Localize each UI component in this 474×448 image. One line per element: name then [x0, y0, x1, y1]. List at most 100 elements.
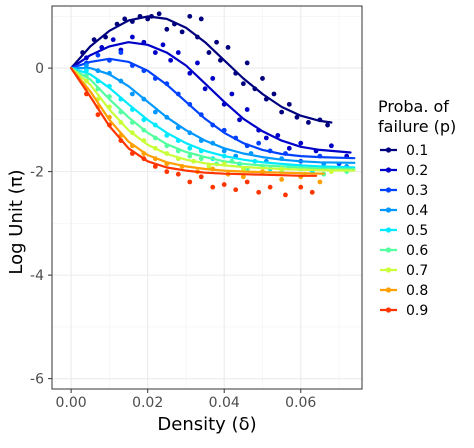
data-point — [214, 39, 219, 45]
data-point — [129, 34, 135, 40]
legend-label: 0.5 — [406, 223, 428, 239]
series-0.1 — [70, 11, 333, 128]
data-point — [187, 153, 193, 159]
data-point — [279, 109, 285, 115]
x-tick-label: 0.04 — [209, 395, 240, 411]
grid — [52, 6, 362, 389]
data-point — [233, 187, 239, 193]
y-tick-label: -6 — [30, 372, 44, 388]
data-point — [152, 50, 158, 55]
y-tick-label: -2 — [30, 165, 44, 181]
legend-key-point — [385, 167, 392, 173]
legend-entry: 0.6 — [380, 243, 428, 259]
series-0.4 — [70, 63, 356, 169]
legend-key-point — [385, 207, 392, 213]
data-point — [210, 76, 216, 81]
fit-curve — [70, 57, 356, 160]
data-point — [187, 179, 193, 185]
x-tick-label: 0.06 — [285, 395, 316, 411]
data-point — [286, 145, 292, 151]
legend-entry: 0.7 — [380, 263, 428, 279]
data-point — [221, 182, 227, 187]
data-point — [240, 174, 246, 180]
data-point — [306, 120, 311, 125]
data-point — [328, 143, 334, 149]
data-point — [283, 192, 288, 198]
legend-key-point — [385, 187, 392, 193]
plot-border — [51, 5, 363, 390]
series-0.2 — [70, 34, 352, 159]
data-point — [298, 184, 304, 190]
data-point — [156, 11, 162, 17]
data-point — [260, 76, 265, 81]
legend-key-point — [385, 247, 392, 253]
legend-entry: 0.1 — [380, 143, 428, 159]
data-point — [164, 169, 170, 175]
fit-curve — [70, 67, 356, 172]
data-point — [187, 13, 193, 19]
data-point — [210, 184, 216, 190]
legend-label: 0.4 — [406, 203, 428, 219]
data-point — [244, 60, 250, 66]
data-point — [309, 189, 315, 195]
data-point — [152, 109, 158, 115]
legend: Proba. of failure (p) 0.1 0.2 0.3 0.4 0.5 0.6… — [378, 97, 456, 319]
data-point — [168, 57, 174, 63]
legend-key-point — [385, 287, 392, 293]
data-point — [198, 174, 204, 180]
data-point — [187, 145, 193, 151]
y-axis-title: Log Unit (π) — [6, 169, 27, 274]
data-point — [175, 171, 181, 177]
data-point — [118, 50, 124, 55]
series-0.7 — [70, 67, 356, 177]
data-point — [164, 26, 170, 32]
data-point — [175, 50, 181, 55]
legend-label: 0.8 — [406, 283, 428, 299]
data-point — [187, 70, 193, 76]
legend-title-line-2: failure (p) — [378, 117, 456, 136]
series-0.9 — [70, 67, 318, 198]
data-point — [256, 140, 262, 146]
data-point — [202, 86, 208, 92]
data-point — [263, 135, 269, 141]
series-0.3 — [70, 50, 356, 167]
data-point — [317, 179, 323, 185]
data-point — [244, 107, 250, 112]
fit-curve — [70, 67, 318, 177]
legend-entry: 0.8 — [380, 283, 428, 299]
data-point — [275, 132, 281, 138]
data-point — [122, 16, 128, 22]
legend-entry: 0.2 — [380, 163, 428, 179]
legend-key-point — [385, 267, 392, 273]
data-point — [271, 91, 277, 97]
legend-label: 0.1 — [406, 143, 428, 159]
data-point — [110, 37, 116, 43]
legend-key-point — [385, 307, 392, 313]
x-tick-label: 0.00 — [56, 395, 87, 411]
plot-background — [52, 6, 362, 389]
legend-entry: 0.9 — [380, 303, 428, 319]
x-axis-title: Density (δ) — [157, 414, 256, 435]
fit-curve — [70, 67, 356, 164]
plot-area — [70, 11, 356, 198]
data-point — [198, 16, 204, 22]
y-tick-label: -4 — [30, 268, 44, 284]
legend-entry: 0.5 — [380, 223, 428, 239]
data-point — [160, 42, 166, 48]
y-tick-label: 0 — [35, 61, 44, 77]
fit-curve — [70, 67, 325, 175]
data-point — [240, 81, 246, 87]
data-point — [206, 50, 212, 55]
data-point — [256, 189, 262, 195]
fit-curve — [70, 67, 356, 169]
data-point — [244, 179, 250, 185]
data-point — [129, 91, 135, 97]
data-point — [225, 45, 231, 50]
data-point — [179, 29, 185, 35]
fit-curve — [70, 41, 352, 154]
legend-key-point — [385, 227, 392, 233]
data-point — [95, 52, 101, 58]
legend-key-point — [385, 147, 392, 153]
